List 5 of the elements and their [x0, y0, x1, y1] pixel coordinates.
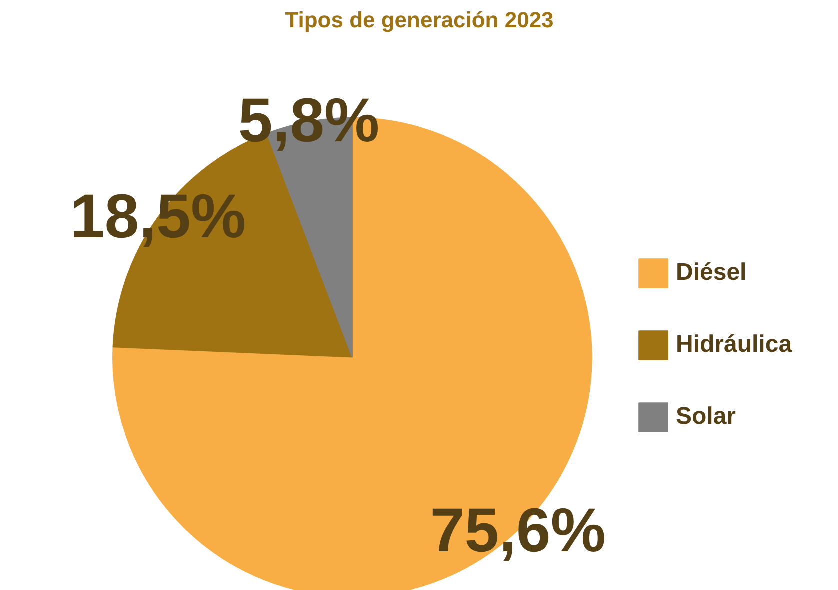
- legend-label: Diésel: [676, 259, 747, 287]
- legend-label: Solar: [676, 403, 736, 431]
- chart-title: Tipos de generación 2023: [285, 8, 554, 32]
- legend-label: Hidráulica: [676, 331, 792, 359]
- data-label: 5,8%: [238, 86, 380, 156]
